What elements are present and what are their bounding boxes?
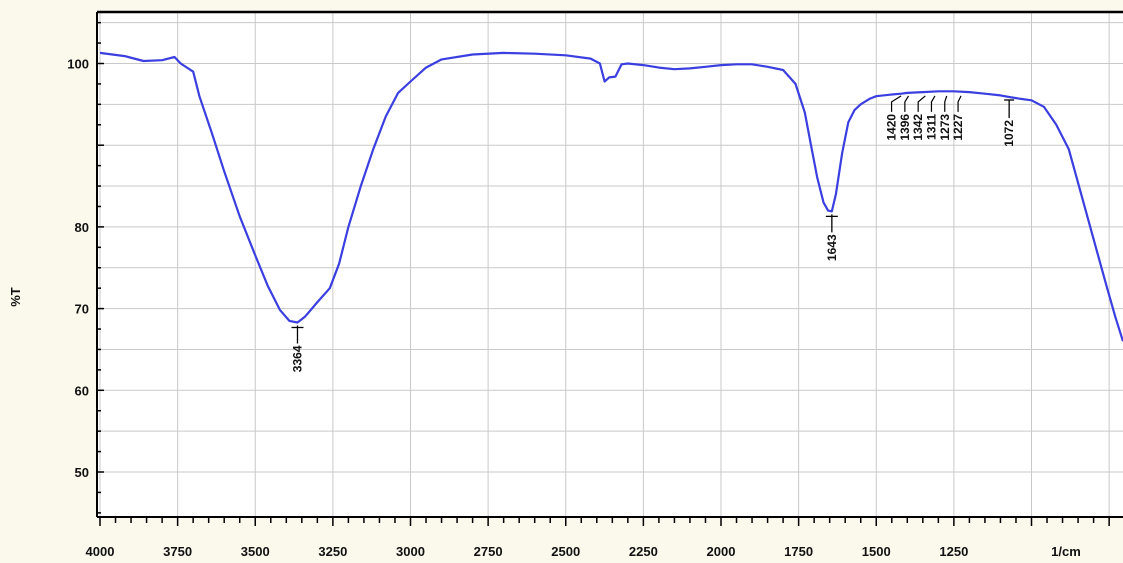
y-tick-label: 50 <box>75 465 89 480</box>
x-tick-label: 3750 <box>163 544 192 559</box>
peak-label: 1227 <box>951 114 965 141</box>
plot-frame <box>96 10 1123 518</box>
y-tick-label: 100 <box>67 57 89 72</box>
peak-annotation: 1072 <box>1002 99 1016 147</box>
peak-leader-line <box>944 95 948 112</box>
peak-leader-line <box>904 95 910 112</box>
x-tick-label: 3500 <box>241 544 270 559</box>
y-tick-label: 60 <box>75 383 89 398</box>
peak-annotation: 1396 <box>898 95 912 141</box>
x-tick-label: 2750 <box>474 544 503 559</box>
peak-leader-line <box>917 95 926 112</box>
y-tick-label: 80 <box>75 220 89 235</box>
x-tick-label: 3250 <box>318 544 347 559</box>
peak-annotation: 1227 <box>951 95 965 141</box>
y-tick-label: 70 <box>75 302 89 317</box>
x-tick-label: 1500 <box>862 544 891 559</box>
x-unit-label: 1/cm <box>1051 544 1081 559</box>
peak-annotation: 3364 <box>290 325 304 372</box>
peak-label: 1072 <box>1002 120 1016 147</box>
x-tick-label: 1250 <box>939 544 968 559</box>
peak-leader-line <box>930 95 936 112</box>
peak-annotation: 1420 <box>885 95 902 141</box>
grid <box>97 12 1123 517</box>
plot-background <box>97 12 1123 517</box>
peak-label: 1420 <box>885 114 899 141</box>
peak-annotation: 1643 <box>825 214 839 261</box>
x-tick-label: 4000 <box>86 544 115 559</box>
peak-label: 1342 <box>911 114 925 141</box>
x-tick-label: 3000 <box>396 544 425 559</box>
series-line <box>99 51 1123 342</box>
peak-label: 1396 <box>898 114 912 141</box>
y-axis-title: %T <box>8 287 23 307</box>
peak-leader-line <box>957 95 962 112</box>
x-tick-label: 2250 <box>629 544 658 559</box>
peak-annotation: 1311 <box>924 95 938 140</box>
x-axis: 4000 3750 3500 3250 3000 2750 2500 2250 2000 1750… <box>86 517 1110 559</box>
x-tick-label: 2500 <box>551 544 580 559</box>
peak-label: 1311 <box>924 114 938 140</box>
peak-annotation: 1273 <box>938 95 952 141</box>
peak-label: 3364 <box>290 345 304 372</box>
peak-label: 1643 <box>825 234 839 261</box>
x-tick-label: 1750 <box>784 544 813 559</box>
y-axis: 100 80 70 60 50 <box>67 21 104 514</box>
peak-label: 1273 <box>938 114 952 141</box>
peak-annotations: 3364 1643 1420 1396 1342 1311 1273 1227 1072 <box>290 95 1016 372</box>
x-tick-label: 2000 <box>707 544 736 559</box>
peak-leader-line <box>890 95 902 112</box>
peak-annotation: 1342 <box>911 95 926 141</box>
